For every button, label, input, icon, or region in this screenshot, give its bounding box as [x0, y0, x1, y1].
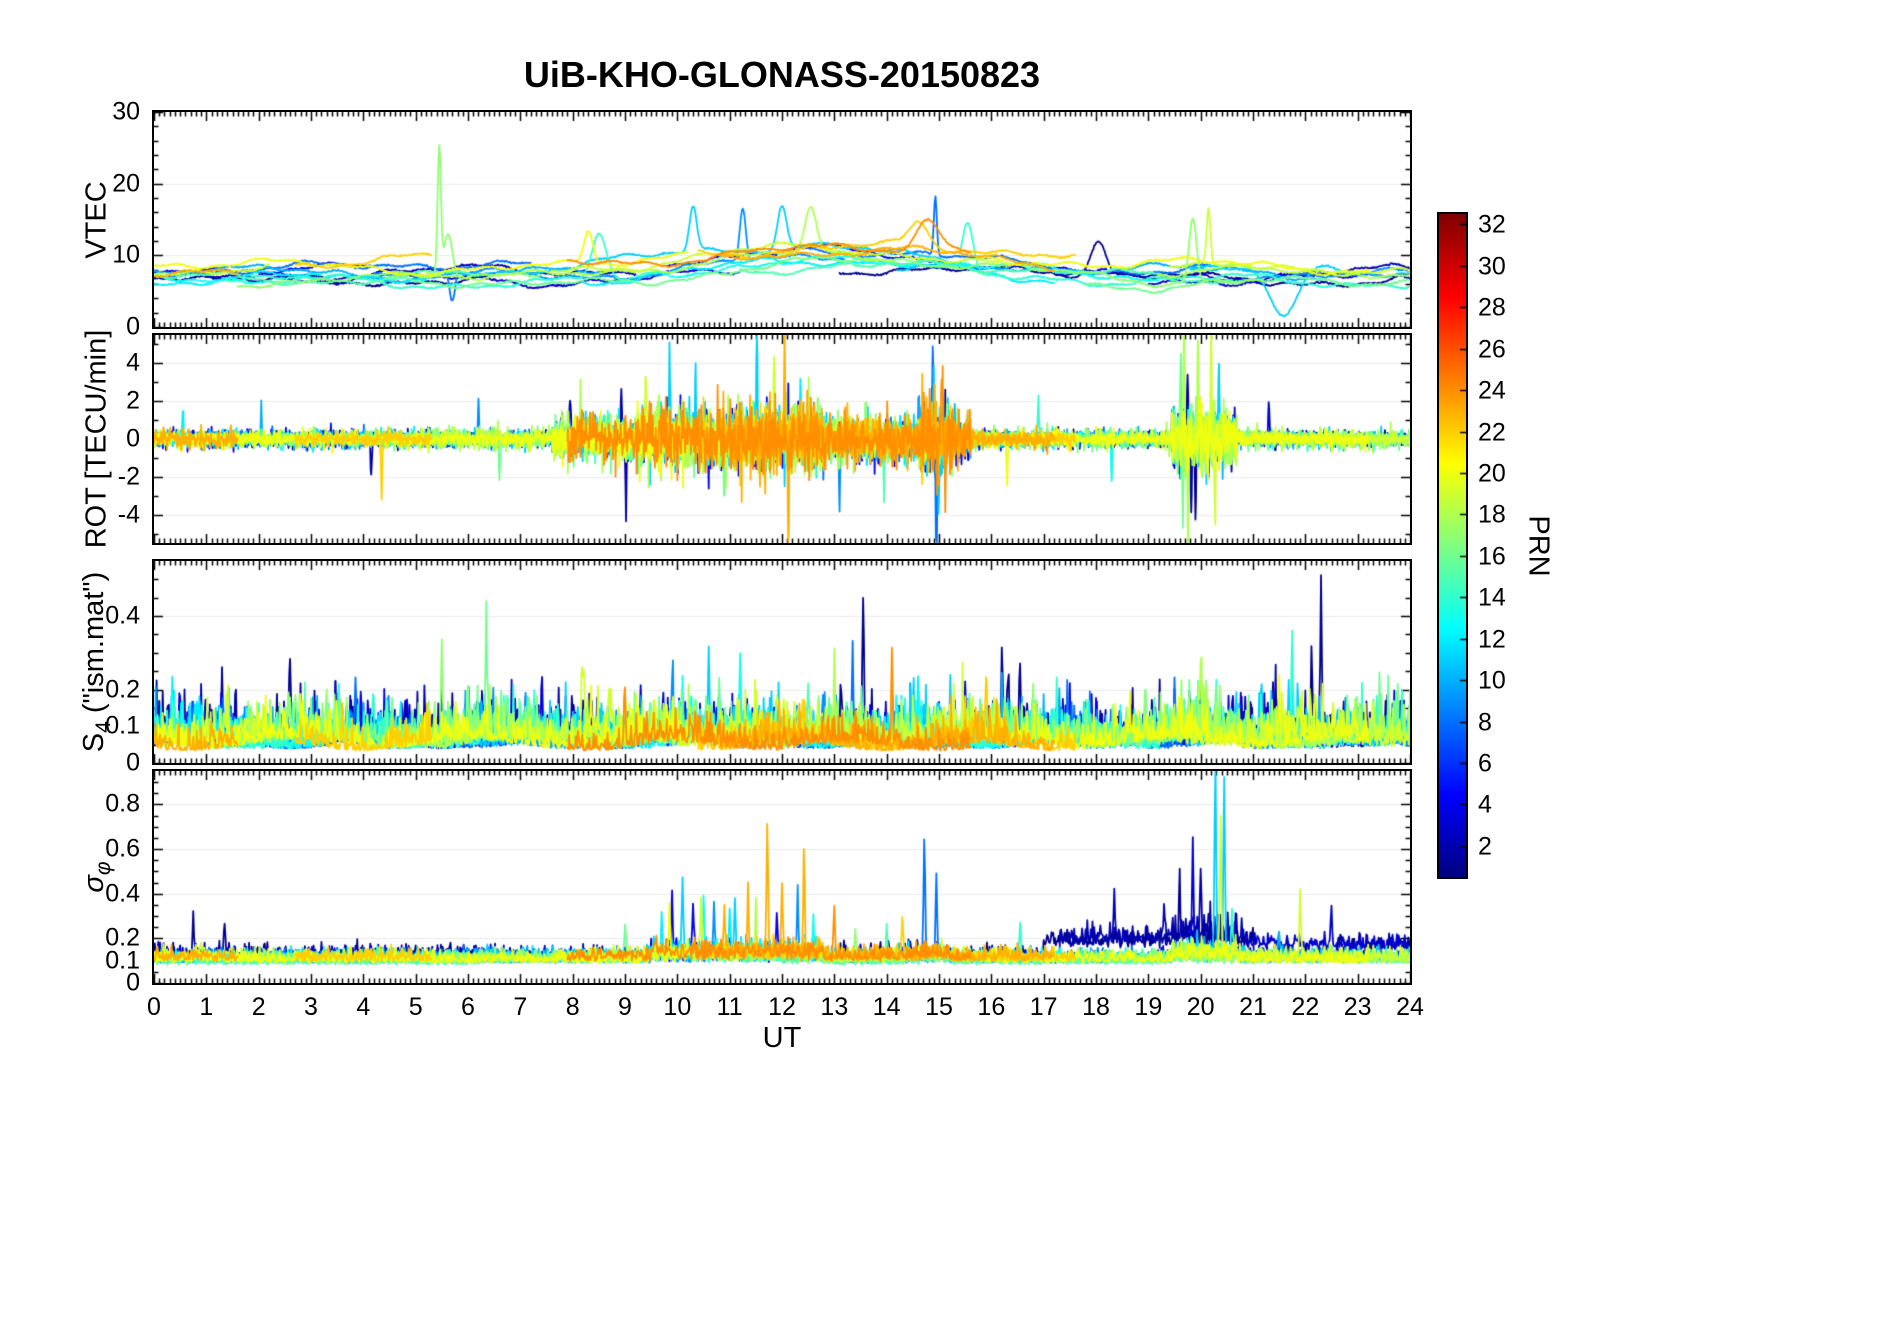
y-tick-label-rot: -4 [117, 500, 140, 529]
x-tick-label: 15 [925, 993, 953, 1021]
y-tick-label-sig: 0.6 [105, 834, 140, 863]
colorbar-tick-label: 14 [1478, 583, 1506, 611]
y-tick-label-rot: 0 [126, 424, 140, 453]
colorbar-tick-label: 30 [1478, 252, 1506, 280]
x-tick-label: 18 [1082, 993, 1110, 1021]
x-tick-label: 5 [408, 993, 423, 1021]
x-tick-label: 11 [716, 993, 743, 1021]
x-tick-label: 8 [565, 993, 580, 1021]
panel-s4 [152, 559, 1412, 765]
x-tick-label: 14 [872, 993, 901, 1021]
x-tick-label: 10 [663, 993, 692, 1021]
colorbar-tick-label: 8 [1478, 708, 1492, 736]
y-tick-label-sig: 0.2 [105, 923, 140, 952]
x-axis-label: UT [762, 1022, 802, 1054]
y-axis-label-s4: S4 ("ism.mat") [78, 571, 115, 753]
x-tick-label: 23 [1343, 993, 1372, 1021]
x-tick-label: 19 [1134, 993, 1163, 1021]
x-tick-label: 21 [1239, 993, 1267, 1021]
y-tick-label-sig: 0.1 [105, 946, 140, 975]
y-tick-label-rot: 2 [126, 386, 140, 415]
x-tick-label: 0 [147, 993, 161, 1021]
colorbar-tick-label: 28 [1478, 293, 1506, 321]
x-tick-label: 20 [1186, 993, 1215, 1021]
colorbar-tick-label: 32 [1478, 210, 1506, 238]
y-tick-label-vtec: 20 [112, 169, 140, 198]
x-tick-label: 17 [1029, 993, 1058, 1021]
colorbar-gradient [1439, 214, 1466, 877]
colorbar-tick-label: 10 [1478, 666, 1506, 694]
colorbar-tick-label: 20 [1478, 459, 1506, 487]
colorbar [1437, 212, 1468, 879]
x-tick-label: 24 [1396, 993, 1424, 1021]
y-tick-label-s4: 0.1 [105, 711, 140, 740]
y-tick-label-vtec: 10 [112, 240, 140, 269]
y-tick-label-s4: 0.2 [105, 675, 140, 704]
y-axis-label-rot: ROT [TECU/min] [80, 329, 113, 549]
x-tick-label: 16 [977, 993, 1006, 1021]
colorbar-label: PRN [1522, 515, 1555, 577]
x-tick-label: 2 [251, 993, 266, 1021]
x-tick-label: 4 [356, 993, 371, 1021]
x-tick-label: 3 [304, 993, 318, 1021]
panel-s4-series-canvas [154, 561, 1410, 763]
y-tick-label-sig: 0.8 [105, 789, 140, 818]
y-tick-label-rot: 4 [126, 348, 140, 377]
colorbar-tick-label: 18 [1478, 500, 1506, 528]
colorbar-tick-label: 26 [1478, 335, 1506, 363]
panel-vtec-series-canvas [154, 112, 1410, 327]
y-tick-label-s4: 0 [126, 748, 140, 777]
y-tick-label-s4: 0.4 [105, 601, 140, 630]
colorbar-tick-label: 12 [1478, 625, 1506, 653]
colorbar-tick-label: 22 [1478, 418, 1506, 446]
x-tick-label: 13 [820, 993, 849, 1021]
y-tick-label-sig: 0 [126, 968, 140, 997]
colorbar-tick-label: 4 [1478, 790, 1492, 818]
panel-vtec [152, 110, 1412, 329]
panel-sig [152, 769, 1412, 985]
panel-sig-series-canvas [154, 771, 1410, 983]
colorbar-tick-label: 2 [1478, 832, 1492, 860]
y-tick-label-rot: -2 [117, 462, 140, 491]
x-tick-label: 9 [618, 993, 632, 1021]
colorbar-tick-label: 24 [1478, 376, 1506, 404]
x-tick-label: 12 [768, 993, 796, 1021]
panel-rot-series-canvas [154, 335, 1410, 543]
x-tick-label: 6 [461, 993, 475, 1021]
x-tick-label: 7 [513, 993, 528, 1021]
y-axis-label-sig: σφ [78, 861, 115, 893]
x-tick-label: 22 [1291, 993, 1320, 1021]
y-tick-label-sig: 0.4 [105, 879, 140, 908]
chart-title: UiB-KHO-GLONASS-20150823 [523, 54, 1041, 95]
y-tick-label-vtec: 0 [126, 312, 140, 341]
y-tick-label-vtec: 30 [112, 97, 140, 126]
x-tick-label: 1 [199, 993, 214, 1021]
colorbar-tick-label: 6 [1478, 749, 1492, 777]
panel-rot [152, 333, 1412, 545]
colorbar-tick-label: 16 [1478, 542, 1506, 570]
y-axis-label-vtec: VTEC [80, 180, 113, 259]
